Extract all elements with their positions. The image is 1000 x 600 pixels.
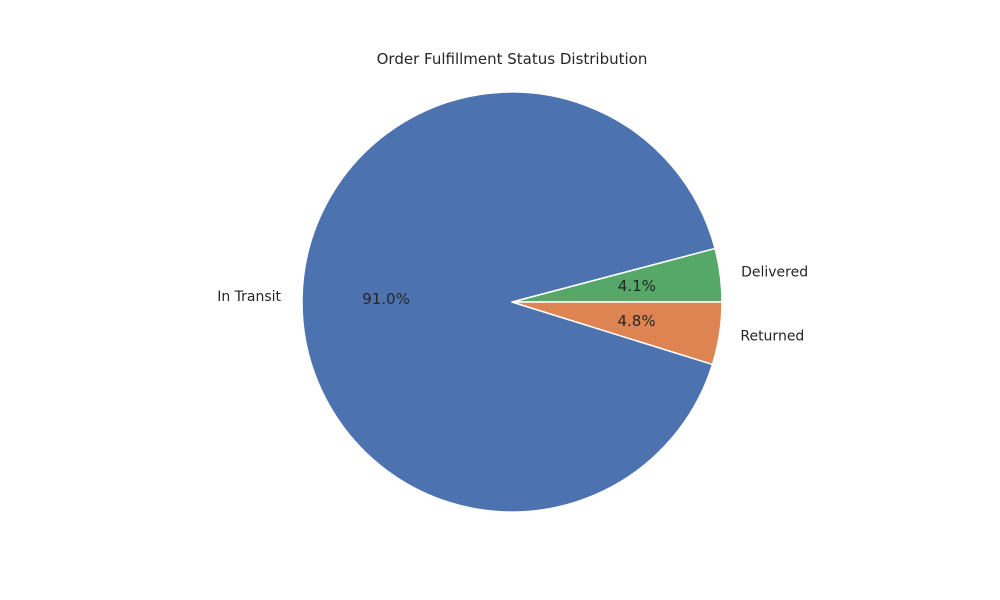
slice-label-returned: Returned	[740, 329, 804, 345]
pie-slices	[301, 91, 723, 513]
slice-percent-delivered: 4.1%	[618, 277, 656, 295]
pie-slice-in-transit	[301, 91, 716, 513]
pie-slice-returned	[511, 301, 723, 366]
slice-percent-returned: 4.8%	[618, 312, 656, 330]
chart-title: Order Fulfillment Status Distribution	[377, 50, 648, 68]
slice-label-in-transit: In Transit	[217, 289, 281, 305]
slice-label-delivered: Delivered	[741, 264, 808, 280]
slice-percent-in-transit: 91.0%	[362, 290, 410, 308]
pie-labels: Delivered 4.1% In Transit 91.0% Returned 4.8%	[217, 264, 808, 344]
